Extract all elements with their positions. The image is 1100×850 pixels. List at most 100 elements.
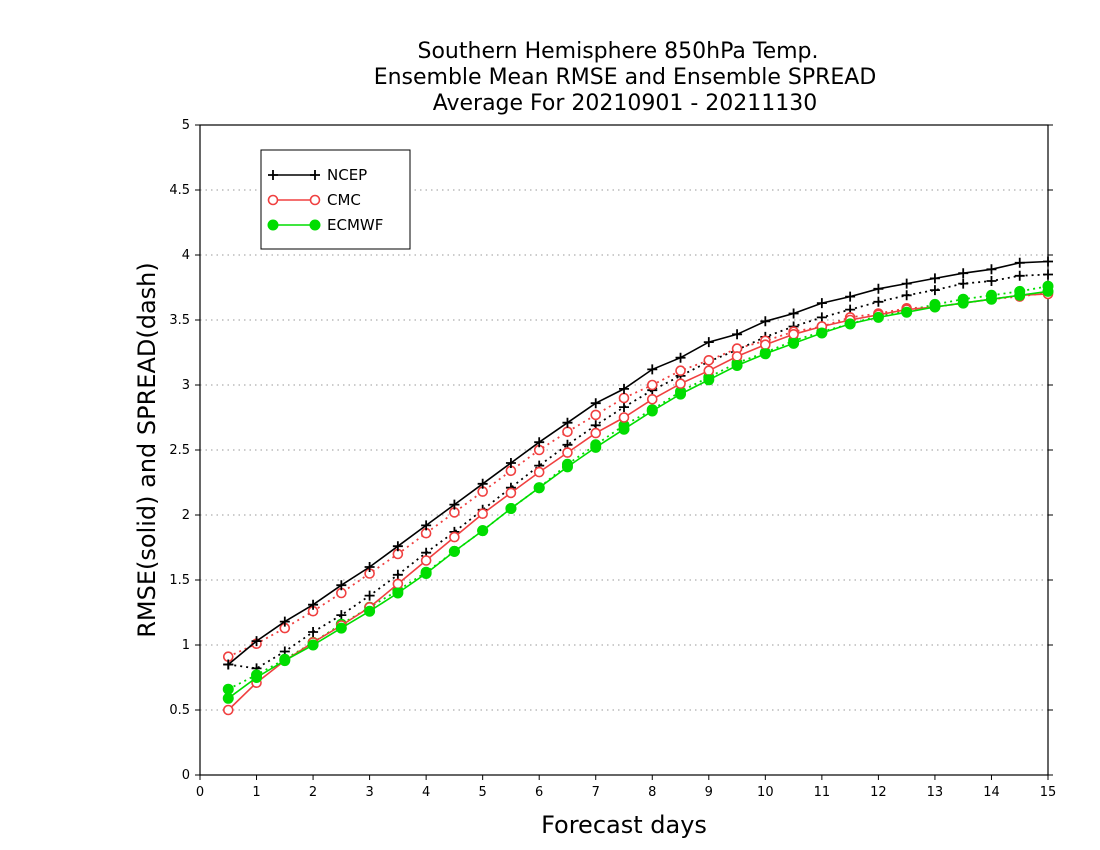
- x-tick-label: 10: [757, 785, 774, 800]
- x-tick-label: 12: [870, 785, 887, 800]
- ncep-rmse-point: [421, 520, 432, 531]
- x-tick-label: 15: [1040, 785, 1057, 800]
- ncep-rmse-point: [251, 636, 262, 647]
- x-tick-label: 7: [592, 785, 600, 800]
- ecmwf-rmse-point: [561, 461, 573, 473]
- ecmwf-rmse-point: [816, 327, 828, 339]
- cmc-spread-point: [618, 392, 630, 404]
- ecmwf-rmse-point: [675, 388, 687, 400]
- cmc-rmse-point: [788, 328, 799, 340]
- ncep-rmse-point: [647, 364, 658, 375]
- cmc-spread-point: [703, 354, 715, 366]
- cmc-rmse-point: [590, 427, 602, 439]
- cmc-rmse-point: [420, 555, 432, 566]
- ncep-rmse-point: [929, 273, 940, 284]
- ecmwf-rmse-point: [929, 301, 941, 313]
- ncep-spread-point: [1043, 269, 1053, 280]
- cmc-spread-point: [646, 379, 658, 391]
- ncep-rmse-point: [901, 278, 912, 289]
- ecmwf-rmse-point: [392, 587, 404, 599]
- ncep-rmse-point: [845, 291, 856, 302]
- ncep-spread-point: [929, 285, 940, 296]
- ncep-spread-point: [619, 402, 629, 413]
- ncep-spread-point: [364, 590, 375, 601]
- chart-title-line-2: Ensemble Mean RMSE and Ensemble SPREAD: [374, 65, 877, 90]
- cmc-rmse-point: [646, 393, 658, 405]
- cmc-rmse-point: [477, 508, 488, 520]
- y-axis: 0 0.5 1 1.5 2 2.5 3 3.5 4 4.5 5: [169, 118, 1053, 783]
- y-tick-label: 5: [182, 118, 190, 133]
- grid: [200, 189, 1048, 711]
- legend-marker-ecmwf: [267, 219, 279, 231]
- x-tick-label: 1: [252, 785, 260, 800]
- cmc-rmse-point: [731, 351, 743, 362]
- x-tick-label: 6: [535, 785, 543, 800]
- ecmwf-rmse-point: [1042, 285, 1054, 297]
- x-tick-label: 5: [479, 785, 487, 800]
- cmc-spread-point: [675, 365, 686, 377]
- x-tick-label: 3: [365, 785, 373, 800]
- y-tick-label: 3: [182, 378, 190, 393]
- ecmwf-rmse-line: [227, 290, 1049, 699]
- ncep-rmse-point: [760, 316, 771, 327]
- ecmwf-rmse-point: [957, 297, 969, 309]
- legend-label-ncep: NCEP: [327, 166, 367, 184]
- chart-title-line-3: Average For 20210901 - 20211130: [433, 91, 818, 116]
- cmc-rmse-point: [392, 578, 404, 590]
- ecmwf-rmse-point: [420, 568, 432, 579]
- ncep-spread-point: [873, 296, 884, 307]
- legend-marker-ncep: [268, 170, 278, 180]
- y-tick-label: 0: [182, 768, 190, 783]
- y-tick-label: 3.5: [169, 313, 190, 328]
- ecmwf-rmse-point: [703, 374, 715, 386]
- legend: NCEP CMC ECMWF: [260, 149, 411, 250]
- legend-marker-ncep: [310, 170, 320, 180]
- cmc-spread-line: [227, 291, 1049, 658]
- ncep-spread-point: [336, 610, 347, 621]
- ncep-spread-point: [308, 627, 319, 637]
- ecmwf-rmse-point: [279, 655, 291, 667]
- ecmwf-spread-point: [222, 683, 234, 695]
- ncep-rmse-point: [308, 599, 319, 610]
- ecmwf-rmse-point: [307, 639, 319, 651]
- cmc-rmse-point: [505, 487, 517, 499]
- cmc-spread-point: [562, 426, 573, 438]
- ncep-rmse-point: [562, 417, 573, 428]
- ecmwf-rmse-point: [251, 672, 263, 683]
- ncep-rmse-point: [1043, 256, 1053, 267]
- ncep-rmse-point: [873, 283, 884, 294]
- x-tick-label: 13: [927, 785, 944, 800]
- ncep-rmse-line: [227, 260, 1049, 666]
- y-tick-label: 4.5: [169, 183, 190, 198]
- ncep-rmse-point: [732, 329, 743, 340]
- ncep-rmse-point: [675, 352, 686, 363]
- y-tick-label: 1.5: [169, 573, 190, 588]
- cmc-rmse-point: [533, 466, 545, 478]
- ncep-spread-point: [986, 276, 997, 286]
- legend-label-cmc: CMC: [327, 191, 361, 209]
- ecmwf-rmse-point: [533, 482, 545, 494]
- ncep-rmse-point: [788, 308, 799, 319]
- ncep-rmse-point: [986, 264, 997, 275]
- ncep-rmse-point: [534, 437, 545, 448]
- ncep-rmse-point: [477, 478, 488, 489]
- ncep-spread-point: [901, 290, 912, 301]
- ecmwf-rmse-point: [222, 692, 234, 704]
- ecmwf-rmse-point: [477, 525, 489, 537]
- ncep-spread-point: [816, 312, 827, 323]
- ecmwf-rmse-point: [872, 311, 884, 323]
- legend-marker-cmc: [267, 194, 279, 206]
- ecmwf-rmse-point: [1014, 289, 1026, 301]
- cmc-rmse-point: [222, 704, 234, 716]
- ncep-spread-line: [228, 273, 1049, 670]
- ncep-rmse-point: [279, 616, 290, 627]
- x-tick-label: 8: [648, 785, 656, 800]
- y-tick-label: 0.5: [169, 703, 190, 718]
- x-tick-label: 14: [983, 785, 1000, 800]
- ecmwf-rmse-point: [759, 348, 771, 360]
- series-layer: [222, 256, 1054, 716]
- ecmwf-rmse-point: [505, 503, 517, 514]
- ecmwf-rmse-point: [788, 337, 800, 349]
- cmc-rmse-point: [675, 378, 686, 390]
